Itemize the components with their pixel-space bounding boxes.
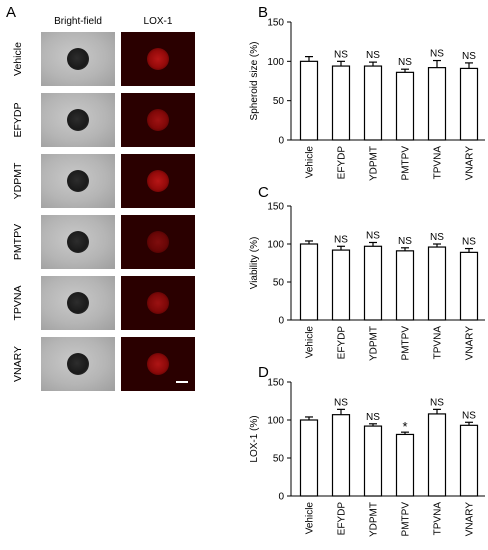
significance-label-ns: NS	[430, 49, 444, 60]
panel-letter-a: A	[6, 4, 17, 21]
bar	[331, 414, 351, 497]
spheroid	[67, 353, 89, 375]
y-axis-label: Spheroid size (%)	[249, 42, 260, 121]
spheroid-fluorescence	[147, 292, 169, 314]
y-tick-label: 100	[267, 240, 284, 251]
y-tick-label: 50	[273, 278, 285, 289]
significance-label-ns: NS	[398, 57, 412, 68]
category-label: PMTPV	[401, 326, 412, 361]
category-label: Vehicle	[305, 502, 316, 535]
bar	[427, 67, 447, 141]
lox-1-fluorescence-image	[121, 32, 195, 86]
category-label: VNARY	[465, 326, 476, 361]
spheroid-fluorescence	[147, 353, 169, 375]
category-label: TPVNA	[433, 502, 444, 536]
significance-label-ns: NS	[334, 234, 348, 245]
y-tick-label: 150	[267, 18, 284, 29]
significance-label-ns: NS	[334, 49, 348, 60]
y-tick-label: 50	[273, 96, 285, 107]
y-tick-label: 0	[278, 136, 284, 147]
y-tick-label: 0	[278, 316, 284, 327]
panel-letter-d: D	[258, 364, 269, 381]
y-tick-label: 50	[273, 454, 285, 465]
bright-field-image	[41, 215, 115, 269]
bar	[363, 245, 383, 321]
bar	[363, 65, 383, 141]
spheroid-fluorescence	[147, 48, 169, 70]
y-axis-label: Viability (%)	[249, 237, 260, 290]
significance-label-ns: NS	[462, 410, 476, 421]
spheroid	[67, 48, 89, 70]
bright-field-image	[41, 276, 115, 330]
significance-label-ns: NS	[366, 230, 380, 241]
significance-label-ns: NS	[334, 397, 348, 408]
bar	[395, 250, 415, 321]
lox-1-fluorescence-image	[121, 154, 195, 208]
category-label: YDPMT	[369, 146, 380, 181]
bright-field-image	[41, 93, 115, 147]
bright-field-image	[41, 32, 115, 86]
y-tick-label: 100	[267, 416, 284, 427]
spheroid	[67, 292, 89, 314]
scale-bar	[176, 381, 188, 383]
bar	[299, 60, 319, 141]
spheroid-fluorescence	[147, 109, 169, 131]
spheroid	[67, 231, 89, 253]
lox-1-fluorescence-image	[121, 215, 195, 269]
column-header-bright-field: Bright-field	[54, 16, 102, 27]
significance-label-ns: NS	[430, 397, 444, 408]
category-label: YDPMT	[369, 326, 380, 361]
bar	[427, 246, 447, 321]
bar	[331, 249, 351, 321]
spheroid	[67, 170, 89, 192]
category-label: EFYDP	[337, 502, 348, 536]
category-label: Vehicle	[305, 326, 316, 359]
bar	[459, 424, 479, 497]
category-label: Vehicle	[305, 146, 316, 179]
significance-label-ns: NS	[366, 50, 380, 61]
category-label: TPVNA	[433, 326, 444, 360]
lox-1-fluorescence-image	[121, 93, 195, 147]
category-label: EFYDP	[337, 146, 348, 180]
column-header-lox-1: LOX-1	[143, 16, 173, 27]
significance-label-ns: NS	[462, 51, 476, 62]
lox-1-fluorescence-image	[121, 337, 195, 391]
y-tick-label: 0	[278, 492, 284, 503]
spheroid	[67, 109, 89, 131]
y-axis-label: LOX-1 (%)	[249, 415, 260, 462]
bar	[331, 65, 351, 141]
lox-1-fluorescence-image	[121, 276, 195, 330]
bar	[459, 67, 479, 141]
category-label: TPVNA	[433, 146, 444, 180]
bright-field-image	[41, 154, 115, 208]
category-label: YDPMT	[369, 502, 380, 537]
bar	[299, 419, 319, 497]
y-tick-label: 100	[267, 57, 284, 68]
significance-label-ns: NS	[430, 232, 444, 243]
category-label: EFYDP	[337, 326, 348, 360]
significance-label-ns: NS	[462, 237, 476, 248]
bar	[363, 425, 383, 497]
significance-asterisk: *	[402, 419, 407, 434]
bar	[459, 251, 479, 321]
significance-label-ns: NS	[366, 412, 380, 423]
category-label: VNARY	[465, 146, 476, 181]
category-label: PMTPV	[401, 502, 412, 537]
spheroid-fluorescence	[147, 170, 169, 192]
panel-letter-b: B	[258, 4, 269, 21]
category-label: VNARY	[465, 502, 476, 537]
y-tick-label: 150	[267, 202, 284, 213]
bright-field-image	[41, 337, 115, 391]
bar	[395, 71, 415, 141]
panel-letter-c: C	[258, 184, 269, 201]
bar	[299, 243, 319, 321]
spheroid-fluorescence	[147, 231, 169, 253]
bar	[395, 433, 415, 497]
significance-label-ns: NS	[398, 236, 412, 247]
y-tick-label: 150	[267, 378, 284, 389]
bar	[427, 413, 447, 497]
category-label: PMTPV	[401, 146, 412, 181]
